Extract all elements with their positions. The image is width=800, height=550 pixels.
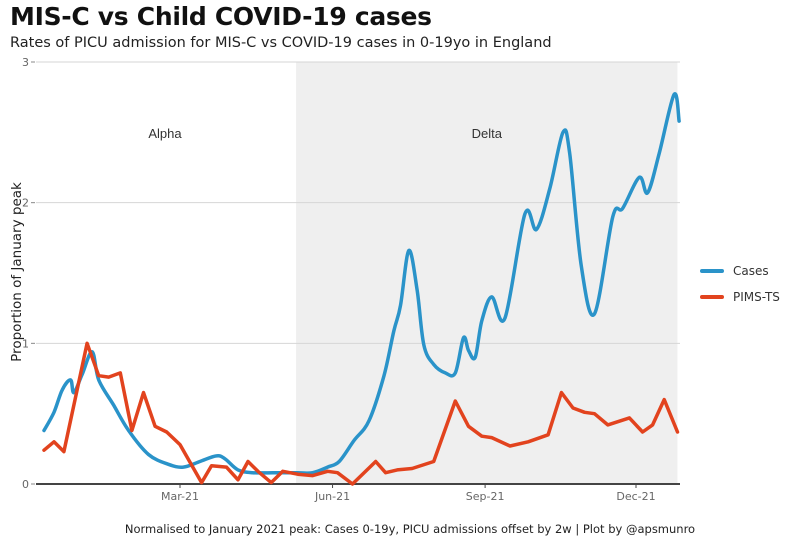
x-tick-label: Jun-21 <box>314 490 350 503</box>
series-line-cases <box>42 92 681 475</box>
y-tick-label: 1 <box>22 337 29 350</box>
gridlines <box>36 61 680 344</box>
axes: 0 1 2 3 Mar-21 Jun-21 Sep-21 Dec-21 <box>22 56 680 503</box>
legend: Cases PIMS-TS <box>700 264 780 304</box>
legend-label-pims-ts: PIMS-TS <box>733 290 780 304</box>
x-tick-label: Dec-21 <box>616 490 655 503</box>
series-line-pims-ts <box>42 341 680 486</box>
chart-subtitle: Rates of PICU admission for MIS-C vs COV… <box>10 35 552 51</box>
x-tick-label: Sep-21 <box>466 490 505 503</box>
y-tick-label: 2 <box>22 197 29 210</box>
period-labels: Alpha Delta <box>148 126 502 141</box>
period-label-alpha: Alpha <box>148 126 182 141</box>
y-axis-label: Proportion of January peak <box>9 182 25 362</box>
legend-label-cases: Cases <box>733 264 769 278</box>
y-tick-label: 0 <box>22 478 29 491</box>
chart-title: MIS-C vs Child COVID-19 cases <box>10 2 432 31</box>
y-tick-label: 3 <box>22 56 29 69</box>
x-tick-label: Mar-21 <box>161 490 199 503</box>
shaded-period-delta <box>296 62 678 484</box>
period-label-delta: Delta <box>472 126 503 141</box>
chart-caption: Normalised to January 2021 peak: Cases 0… <box>124 522 696 536</box>
shaded-periods <box>296 62 678 484</box>
series-lines <box>42 92 681 486</box>
